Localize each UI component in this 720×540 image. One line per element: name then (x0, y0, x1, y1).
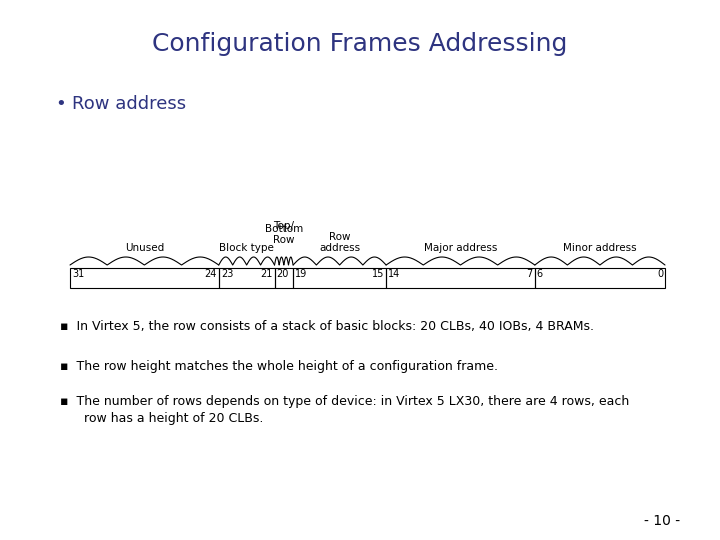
Text: Row
address: Row address (319, 232, 360, 253)
Text: 31: 31 (72, 269, 84, 279)
Text: 21: 21 (260, 269, 273, 279)
Text: - 10 -: - 10 - (644, 514, 680, 528)
Text: Configuration Frames Addressing: Configuration Frames Addressing (153, 32, 567, 56)
Text: 15: 15 (372, 269, 384, 279)
Text: 7: 7 (526, 269, 533, 279)
Text: Block type: Block type (219, 243, 274, 253)
Text: ▪  The row height matches the whole height of a configuration frame.: ▪ The row height matches the whole heigh… (60, 360, 498, 373)
Text: Major address: Major address (424, 243, 497, 253)
Text: Unused: Unused (125, 243, 164, 253)
Text: 24: 24 (204, 269, 217, 279)
Text: 0: 0 (657, 269, 663, 279)
Text: Bottom
Row: Bottom Row (265, 224, 303, 245)
Text: 14: 14 (388, 269, 400, 279)
Text: 23: 23 (221, 269, 233, 279)
Text: ▪  The number of rows depends on type of device: in Virtex 5 LX30, there are 4 r: ▪ The number of rows depends on type of … (60, 395, 629, 425)
Text: Top/: Top/ (274, 221, 294, 231)
Text: 19: 19 (295, 269, 307, 279)
Text: •: • (55, 95, 66, 113)
Text: 6: 6 (537, 269, 543, 279)
Text: ▪  In Virtex 5, the row consists of a stack of basic blocks: 20 CLBs, 40 IOBs, 4: ▪ In Virtex 5, the row consists of a sta… (60, 320, 594, 333)
Text: Row address: Row address (72, 95, 186, 113)
Text: Minor address: Minor address (563, 243, 636, 253)
Text: 20: 20 (276, 269, 289, 279)
